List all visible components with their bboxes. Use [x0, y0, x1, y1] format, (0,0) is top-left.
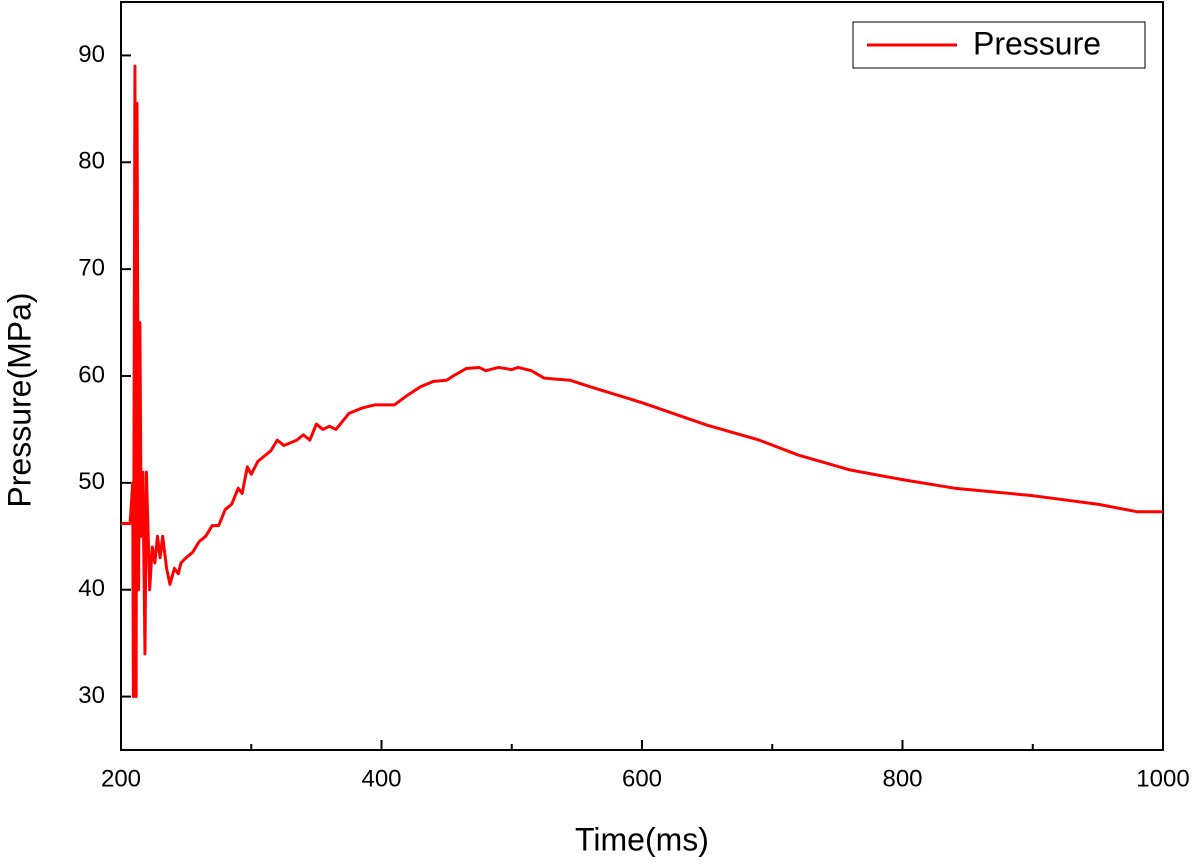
data-line: [121, 64, 1163, 699]
y-tick-label: 40: [78, 575, 105, 602]
x-tick-label: 1000: [1136, 765, 1189, 792]
x-tick-label: 600: [622, 765, 662, 792]
y-tick-label: 90: [78, 41, 105, 68]
y-tick-label: 80: [78, 148, 105, 175]
x-tick-label: 200: [101, 765, 141, 792]
y-tick-label: 60: [78, 361, 105, 388]
y-tick-label: 50: [78, 468, 105, 495]
legend-label: Pressure: [973, 25, 1101, 61]
y-axis-label: Pressure(MPa): [1, 292, 37, 507]
x-axis-label: Time(ms): [575, 821, 709, 857]
plot-frame: [120, 1, 1164, 751]
x-tick-label: 400: [361, 765, 401, 792]
y-tick-label: 70: [78, 254, 105, 281]
x-tick-label: 800: [882, 765, 922, 792]
y-tick-label: 30: [78, 682, 105, 709]
